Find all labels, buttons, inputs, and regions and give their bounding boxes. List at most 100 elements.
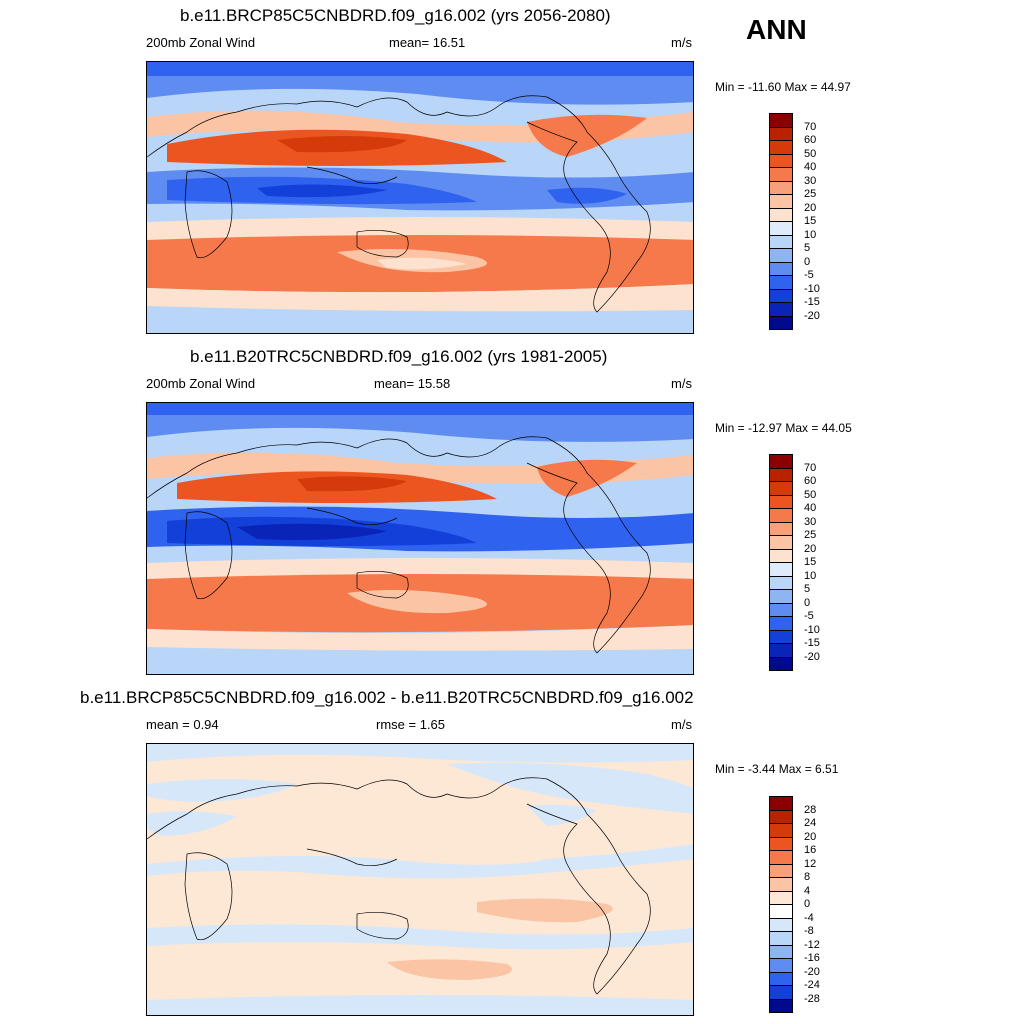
panel2-colorbar-label: 60 — [804, 475, 817, 487]
panel1-colorbar-swatch — [769, 221, 793, 236]
panel1-units-label: m/s — [671, 35, 692, 50]
panel2-colorbar-swatch — [769, 656, 793, 671]
panel1-colorbar-swatch — [769, 207, 793, 222]
panel2-minmax: Min = -12.97 Max = 44.05 — [715, 421, 852, 435]
panel1-colorbar-swatch — [769, 180, 793, 195]
panel2-colorbar-swatch — [769, 494, 793, 509]
panel3-colorbar-swatch — [769, 971, 793, 986]
panel2-colorbar-swatch — [769, 629, 793, 644]
panel1-map — [146, 61, 694, 334]
panel1-colorbar-swatch — [769, 194, 793, 209]
panel2-colorbar-label: 25 — [804, 529, 817, 541]
panel3-map-field — [147, 744, 693, 1015]
panel1-colorbar-swatch — [769, 126, 793, 141]
panel2-colorbar-label: 5 — [804, 583, 811, 595]
panel2-colorbar-label: 0 — [804, 596, 811, 609]
panel3-colorbar-swatch — [769, 809, 793, 824]
panel3-colorbar-swatch — [769, 917, 793, 932]
panel2-map — [146, 402, 694, 675]
panel3-map — [146, 743, 694, 1016]
panel3-colorbar-swatch — [769, 877, 793, 892]
panel1-variable-label: 200mb Zonal Wind — [146, 35, 256, 50]
panel3-colorbar-label: -24 — [804, 979, 820, 991]
panel1-colorbar-swatch — [769, 288, 793, 303]
panel1-colorbar-label: -10 — [804, 282, 820, 295]
panel3-colorbar-label: -4 — [804, 911, 814, 924]
panel2-colorbar: 70 60 50 40 30 25 20 15 10 5 0 -5 -10 -15 -20 — [769, 454, 820, 671]
panel1-colorbar-label: -15 — [804, 296, 820, 308]
panel2-colorbar-swatch — [769, 575, 793, 590]
panel2-coastlines — [147, 436, 651, 654]
panel2-colorbar-swatch — [769, 535, 793, 550]
panel2-colorbar-swatch — [769, 467, 793, 482]
panel2-colorbar-label: -20 — [804, 650, 820, 663]
panel3-colorbar-swatch — [769, 863, 793, 878]
panel1-colorbar-label: 40 — [804, 161, 817, 173]
panel1-colorbar-swatch — [769, 140, 793, 155]
panel3-title: b.e11.BRCP85C5CNBDRD.f09_g16.002 - b.e11… — [80, 688, 694, 707]
panel1-colorbar-swatch — [769, 248, 793, 263]
panel3-colorbar-label: 28 — [804, 803, 817, 816]
panel2-colorbar-swatch — [769, 602, 793, 617]
panel3-colorbar-label: -20 — [804, 965, 820, 978]
panel1-colorbar-swatch — [769, 261, 793, 276]
panel2-mean-label: mean= 15.58 — [374, 376, 451, 391]
panel3-colorbar-swatch — [769, 836, 793, 851]
panel1-title: b.e11.BRCP85C5CNBDRD.f09_g16.002 (yrs 20… — [180, 6, 611, 25]
panel3-colorbar-label: 8 — [804, 871, 811, 883]
panel3-colorbar-label: -28 — [804, 992, 820, 1005]
panel2-colorbar-swatch — [769, 589, 793, 604]
panel2-colorbar-swatch — [769, 454, 793, 469]
panel3-colorbar-swatch — [769, 796, 793, 811]
panel3-units-label: m/s — [671, 717, 692, 732]
panel1-colorbar-label: 30 — [804, 174, 817, 187]
panel1-minmax: Min = -11.60 Max = 44.97 — [715, 80, 851, 94]
panel2-variable-label: 200mb Zonal Wind — [146, 376, 256, 391]
panel3-colorbar-swatch — [769, 944, 793, 959]
panel1-mean-label: mean= 16.51 — [389, 35, 466, 50]
panel2-colorbar-swatch — [769, 508, 793, 523]
panel3-mean-label: mean = 0.94 — [146, 717, 219, 732]
panel1-colorbar-label: 60 — [804, 134, 817, 146]
panel1-map-field — [147, 62, 693, 333]
panel3-coastlines — [147, 777, 651, 995]
panel1-colorbar-label: 10 — [804, 228, 817, 241]
panel3-rmse-label: rmse = 1.65 — [376, 717, 446, 732]
panel1-colorbar-swatch — [769, 315, 793, 330]
panel2-colorbar-label: 70 — [804, 461, 817, 474]
panel3-colorbar-label: -12 — [804, 938, 820, 951]
panel2-colorbar-label: 40 — [804, 502, 817, 514]
panel2-colorbar-label: 30 — [804, 515, 817, 528]
panel2-colorbar-swatch — [769, 548, 793, 563]
panel3-colorbar-label: -8 — [804, 925, 814, 937]
panel3-colorbar-swatch — [769, 958, 793, 973]
panel1-coastlines — [147, 95, 651, 313]
panel2-colorbar-label: 50 — [804, 488, 817, 501]
panel1-colorbar-label: -20 — [804, 309, 820, 322]
panel3-colorbar-swatch — [769, 850, 793, 865]
panel1-colorbar-label: 20 — [804, 201, 817, 214]
panel2-colorbar-label: -10 — [804, 623, 820, 636]
panel1-colorbar-label: 15 — [804, 215, 817, 227]
panel1-colorbar: 70 60 50 40 30 25 20 15 10 5 0 -5 -10 -15 -20 — [769, 113, 820, 330]
panel2-units-label: m/s — [671, 376, 692, 391]
panel3-colorbar-swatch — [769, 904, 793, 919]
panel1-colorbar-swatch — [769, 302, 793, 317]
panel2-colorbar-label: -5 — [804, 610, 814, 622]
panel3-colorbar-swatch — [769, 998, 793, 1013]
panel3-colorbar-label: 24 — [804, 817, 817, 829]
panel3-colorbar-label: 20 — [804, 830, 817, 843]
panel1-colorbar-swatch — [769, 167, 793, 182]
panel2-colorbar-swatch — [769, 643, 793, 658]
panel1-colorbar-label: -5 — [804, 269, 814, 281]
panel2-title: b.e11.B20TRC5CNBDRD.f09_g16.002 (yrs 198… — [190, 347, 608, 366]
panel3-colorbar-label: 12 — [804, 857, 817, 870]
panel2-colorbar-swatch — [769, 521, 793, 536]
panel3-minmax: Min = -3.44 Max = 6.51 — [715, 762, 839, 776]
panel3-colorbar-swatch — [769, 985, 793, 1000]
season-label: ANN — [746, 14, 807, 45]
panel3-colorbar-swatch — [769, 890, 793, 905]
panel3-colorbar-label: 0 — [804, 898, 811, 910]
panel3-colorbar-swatch — [769, 823, 793, 838]
panel2-colorbar-swatch — [769, 481, 793, 496]
